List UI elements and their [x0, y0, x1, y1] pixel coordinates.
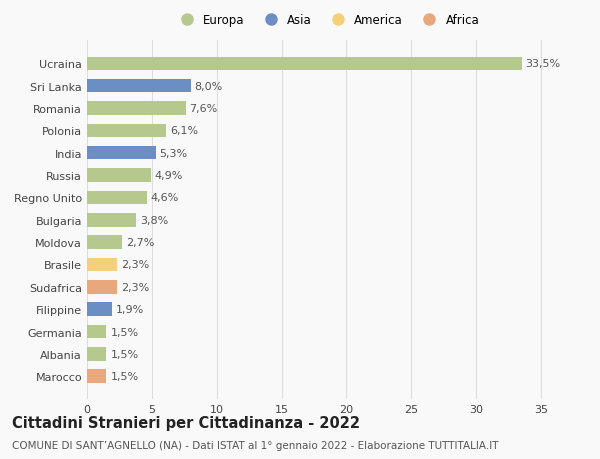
Text: 33,5%: 33,5%: [526, 59, 560, 69]
Text: COMUNE DI SANT’AGNELLO (NA) - Dati ISTAT al 1° gennaio 2022 - Elaborazione TUTTI: COMUNE DI SANT’AGNELLO (NA) - Dati ISTAT…: [12, 440, 499, 450]
Bar: [87, 191, 146, 205]
Bar: [87, 258, 117, 272]
Bar: [87, 347, 106, 361]
Text: 6,1%: 6,1%: [170, 126, 198, 136]
Bar: [87, 80, 191, 93]
Bar: [87, 325, 106, 338]
Text: 1,9%: 1,9%: [116, 304, 144, 314]
Text: 5,3%: 5,3%: [160, 148, 188, 158]
Text: 1,5%: 1,5%: [110, 371, 139, 381]
Text: 3,8%: 3,8%: [140, 215, 169, 225]
Text: 4,9%: 4,9%: [154, 171, 183, 181]
Bar: [87, 280, 117, 294]
Bar: [87, 57, 521, 71]
Legend: Europa, Asia, America, Africa: Europa, Asia, America, Africa: [170, 10, 484, 32]
Bar: [87, 147, 156, 160]
Text: Cittadini Stranieri per Cittadinanza - 2022: Cittadini Stranieri per Cittadinanza - 2…: [12, 415, 360, 431]
Bar: [87, 213, 136, 227]
Bar: [87, 102, 185, 116]
Text: 1,5%: 1,5%: [110, 327, 139, 337]
Bar: [87, 124, 166, 138]
Text: 2,7%: 2,7%: [126, 238, 154, 247]
Bar: [87, 236, 122, 249]
Text: 7,6%: 7,6%: [190, 104, 218, 114]
Bar: [87, 303, 112, 316]
Text: 1,5%: 1,5%: [110, 349, 139, 359]
Bar: [87, 369, 106, 383]
Text: 8,0%: 8,0%: [194, 82, 223, 91]
Bar: [87, 169, 151, 182]
Text: 2,3%: 2,3%: [121, 282, 149, 292]
Text: 2,3%: 2,3%: [121, 260, 149, 270]
Text: 4,6%: 4,6%: [151, 193, 179, 203]
